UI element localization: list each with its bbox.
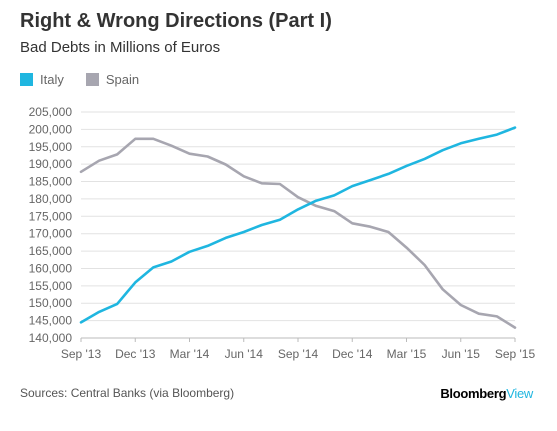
y-tick-label: 160,000 <box>29 261 73 275</box>
x-tick-label: Dec '13 <box>115 347 156 361</box>
legend-label-italy: Italy <box>40 72 64 87</box>
legend-swatch-italy <box>20 73 33 86</box>
legend-swatch-spain <box>85 73 99 86</box>
x-tick-label: Mar '14 <box>170 347 210 361</box>
x-tick-label: Dec '14 <box>332 347 373 361</box>
source-note: Sources: Central Banks (via Bloomberg) <box>20 386 235 400</box>
chart-subtitle: Bad Debts in Millions of Euros <box>20 39 221 56</box>
x-tick-label: Jun '15 <box>442 347 481 361</box>
y-tick-label: 165,000 <box>29 244 73 258</box>
y-tick-label: 175,000 <box>29 209 73 223</box>
y-tick-label: 150,000 <box>29 296 73 310</box>
legend-item-italy: Italy <box>20 72 64 87</box>
series-line-spain <box>79 137 517 329</box>
y-tick-label: 185,000 <box>29 175 73 189</box>
series-line-italy <box>79 126 517 324</box>
brand-logo-part1: Bloomberg <box>440 386 507 401</box>
brand-logo-part2: View <box>506 386 533 401</box>
y-tick-label: 140,000 <box>29 331 73 345</box>
x-tick-label: Sep '15 <box>495 347 536 361</box>
y-tick-label: 195,000 <box>29 140 73 154</box>
legend: Italy Spain <box>20 72 161 87</box>
x-tick-label: Sep '13 <box>61 347 102 361</box>
y-tick-label: 190,000 <box>29 157 73 171</box>
chart-title: Right & Wrong Directions (Part I) <box>20 10 332 32</box>
x-tick-label: Sep '14 <box>278 347 319 361</box>
y-tick-label: 155,000 <box>29 279 73 293</box>
y-tick-label: 200,000 <box>29 122 73 136</box>
y-tick-label: 205,000 <box>29 105 73 119</box>
legend-item-spain: Spain <box>85 72 140 87</box>
legend-label-spain: Spain <box>105 72 140 87</box>
x-tick-label: Jun '14 <box>225 347 264 361</box>
y-tick-label: 170,000 <box>29 227 73 241</box>
x-tick-label: Mar '15 <box>387 347 427 361</box>
y-tick-label: 180,000 <box>29 192 73 206</box>
y-tick-label: 145,000 <box>29 314 73 328</box>
brand-logo: BloombergView <box>440 386 533 401</box>
